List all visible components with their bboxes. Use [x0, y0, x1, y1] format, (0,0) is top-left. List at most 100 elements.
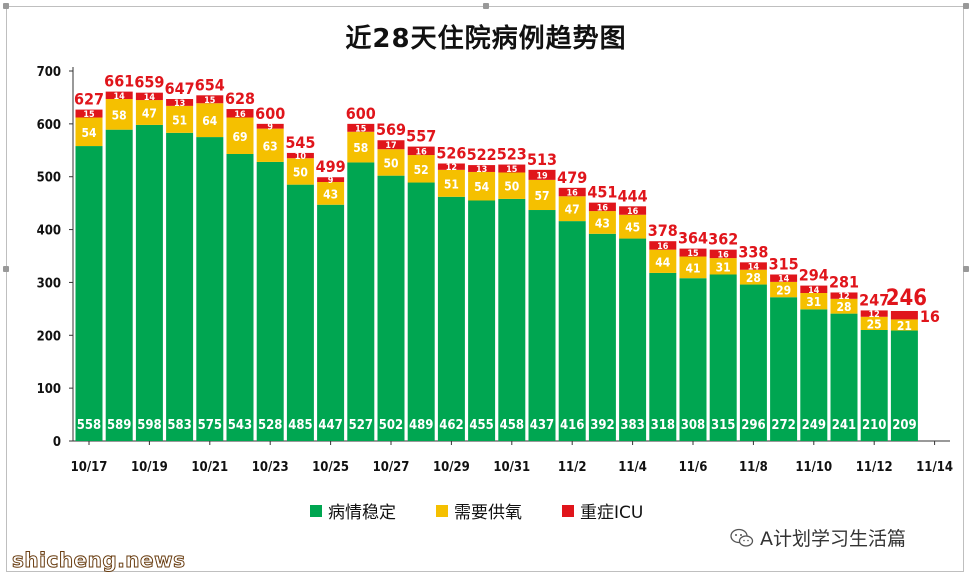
data-label-oxygen: 63	[263, 139, 278, 153]
data-label-oxygen: 45	[625, 221, 640, 235]
x-tick-label: 10/31	[493, 460, 530, 475]
bar-icu	[347, 123, 375, 132]
site-watermark: shicheng.news	[12, 548, 186, 573]
bar-oxygen	[286, 158, 314, 185]
data-label-oxygen: 44	[655, 255, 671, 269]
x-tick-label: 11/2	[558, 460, 587, 475]
bar-icu	[135, 92, 163, 101]
data-label-stable: 249	[802, 418, 826, 433]
resize-handle[interactable]	[3, 3, 9, 9]
x-tick-label: 10/23	[252, 460, 289, 475]
data-label-oxygen: 43	[595, 216, 610, 230]
legend-swatch	[436, 504, 448, 517]
resize-handle[interactable]	[963, 266, 969, 272]
data-label-stable: 209	[892, 418, 916, 433]
bar-oxygen	[709, 258, 737, 275]
bar-oxygen	[830, 298, 858, 314]
bar-oxygen	[468, 171, 496, 201]
bar-stable	[800, 309, 828, 441]
data-label-stable: 308	[681, 418, 705, 433]
bar-icu	[890, 310, 918, 320]
data-label-oxygen: 50	[293, 165, 308, 179]
data-label-icu: 10	[295, 152, 307, 162]
data-label-oxygen: 57	[534, 189, 549, 203]
bar-icu	[75, 109, 103, 118]
data-label-total: 627	[74, 90, 104, 109]
data-label-oxygen: 69	[232, 130, 247, 144]
bar-stable	[679, 278, 707, 441]
data-label-oxygen: 31	[716, 260, 731, 274]
data-label-oxygen: 50	[383, 156, 398, 170]
data-label-stable: 543	[228, 418, 252, 433]
bar-stable	[135, 124, 163, 442]
data-label-icu: 15	[506, 165, 518, 175]
data-label-total: 654	[195, 75, 225, 94]
data-label-icu: 16	[567, 189, 579, 199]
data-label-total: 600	[255, 104, 285, 123]
data-label-stable: 455	[469, 418, 493, 433]
bar-oxygen	[619, 214, 647, 239]
bar-icu	[196, 95, 224, 104]
data-label-total: 628	[225, 89, 255, 108]
data-label-stable: 392	[590, 418, 614, 433]
data-label-oxygen: 58	[112, 108, 127, 122]
bar-oxygen	[407, 155, 435, 183]
bar-icu	[498, 164, 526, 173]
bar-icu	[860, 310, 888, 317]
bar-icu	[256, 123, 284, 129]
data-label-icu: 12	[446, 163, 457, 173]
bar-stable	[105, 129, 133, 441]
x-tick-label: 11/10	[795, 460, 832, 475]
data-label-total: 523	[497, 145, 527, 164]
legend-item-oxygen: 需要供氧	[436, 498, 522, 523]
bar-icu	[437, 163, 465, 170]
data-label-total: 479	[557, 168, 587, 187]
data-label-icu: 15	[204, 96, 216, 106]
resize-handle[interactable]	[483, 3, 489, 9]
data-label-oxygen: 28	[836, 300, 851, 314]
y-tick-label: 400	[37, 224, 61, 239]
data-label-stable: 528	[258, 418, 282, 433]
resize-handle[interactable]	[963, 3, 969, 9]
data-label-total: 315	[769, 255, 799, 274]
bar-stable	[528, 210, 556, 441]
y-tick-label: 700	[37, 65, 61, 80]
data-label-oxygen: 54	[81, 126, 97, 140]
bar-icu	[407, 146, 435, 156]
legend-label: 病情稳定	[328, 503, 396, 523]
data-label-oxygen: 21	[897, 319, 912, 333]
data-label-icu: 19	[536, 171, 548, 181]
bar-icu	[770, 274, 798, 282]
y-tick-label: 600	[37, 118, 61, 133]
data-label-total: 499	[316, 157, 346, 176]
bar-oxygen	[256, 128, 284, 162]
data-label-stable: 527	[349, 418, 373, 433]
bar-oxygen	[770, 281, 798, 298]
data-label-stable: 210	[862, 418, 886, 433]
data-label-icu: 16	[416, 147, 428, 157]
bar-oxygen	[679, 256, 707, 279]
x-tick-label: 10/17	[71, 460, 108, 475]
data-label-icu: 15	[687, 249, 699, 259]
resize-handle[interactable]	[3, 266, 9, 272]
bar-icu	[739, 262, 767, 270]
data-label-total: 661	[104, 72, 134, 91]
data-label-stable: 575	[198, 418, 222, 433]
bar-stable	[75, 146, 103, 442]
data-label-oxygen: 29	[776, 284, 791, 298]
bar-oxygen	[739, 269, 767, 285]
legend-label: 需要供氧	[454, 503, 522, 523]
bar-oxygen	[528, 179, 556, 211]
data-label-stable: 315	[711, 418, 735, 433]
data-label-total: 526	[436, 144, 466, 163]
bar-icu	[166, 99, 194, 106]
data-label-total: 362	[708, 230, 738, 249]
data-label-total: 545	[285, 133, 315, 152]
bar-stable	[739, 284, 767, 441]
data-label-oxygen: 51	[172, 113, 187, 127]
legend-swatch	[562, 504, 574, 517]
x-tick-label: 11/4	[618, 460, 647, 475]
data-label-stable: 318	[651, 418, 675, 433]
bar-stable	[830, 313, 858, 441]
